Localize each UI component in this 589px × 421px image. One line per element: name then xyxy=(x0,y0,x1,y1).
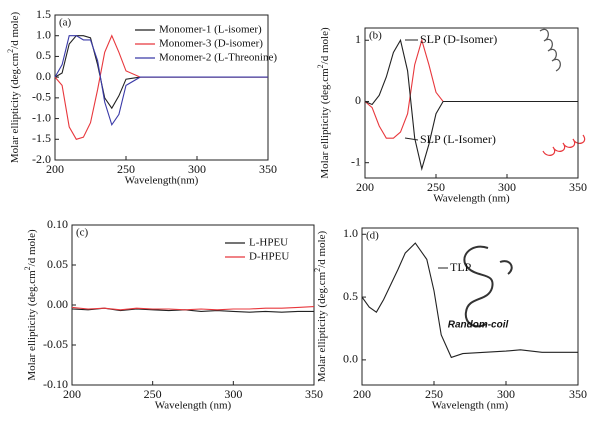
y-tick-label: 1.5 xyxy=(36,7,51,21)
y-axis-label-part: /d mole) xyxy=(9,12,21,49)
y-axis-label-part: 2 xyxy=(316,64,325,68)
legend-label: D-HPEU xyxy=(249,251,289,263)
y-tick-label: 1 xyxy=(355,32,361,46)
series-label: SLP (D-Isomer) xyxy=(420,32,497,46)
label-leader xyxy=(404,137,419,141)
x-axis-label: Wavelength (nm) xyxy=(432,400,509,412)
coil-icon xyxy=(463,245,513,328)
x-tick-label: 250 xyxy=(117,162,135,176)
y-tick-label: 0.05 xyxy=(47,257,68,271)
y-axis-label-part: /d mole) xyxy=(26,229,38,266)
y-axis-label-part: 2 xyxy=(23,266,32,270)
y-tick-label: 0.0 xyxy=(36,69,51,83)
y-tick-label: -1.5 xyxy=(32,131,51,145)
plot-frame xyxy=(361,227,579,386)
panel-label: (c) xyxy=(76,227,89,239)
panel-label: (d) xyxy=(366,230,379,242)
series-line xyxy=(54,35,268,127)
x-tick-label: 300 xyxy=(498,180,516,194)
legend-label: L-HPEU xyxy=(249,237,288,249)
annotation: Random-coil xyxy=(448,320,509,331)
y-axis-label: Molar ellipticity (deg.cm2/d mole) xyxy=(316,27,331,179)
x-tick-label: 250 xyxy=(427,180,445,194)
y-tick-label: 0.0 xyxy=(343,352,358,366)
y-tick-label: 0.5 xyxy=(36,48,51,62)
y-tick-label: 0.10 xyxy=(47,217,68,231)
x-tick-label: 250 xyxy=(425,387,443,401)
x-tick-label: 300 xyxy=(497,387,515,401)
y-tick-label: 0.00 xyxy=(47,297,68,311)
y-tick-label: -0.05 xyxy=(43,337,68,351)
y-tick-label: 0.5 xyxy=(343,289,358,303)
y-tick-label: -2.0 xyxy=(32,152,51,166)
series-label: SLP (L-Isomer) xyxy=(420,132,496,146)
y-tick-label: -1 xyxy=(351,154,361,168)
x-tick-label: 350 xyxy=(569,180,587,194)
legend-label: Monomer-1 (L-isomer) xyxy=(159,24,262,36)
series-line xyxy=(71,306,315,311)
x-tick-label: 350 xyxy=(569,387,587,401)
x-tick-label: 200 xyxy=(46,162,64,176)
y-axis-label-part: Molar ellipticity (deg.cm xyxy=(26,270,38,381)
x-tick-label: 350 xyxy=(259,162,277,176)
x-tick-label: 200 xyxy=(353,387,371,401)
y-tick-label: 1.0 xyxy=(343,226,358,240)
series-label: TLP xyxy=(450,260,472,274)
panel-label: (a) xyxy=(59,17,72,29)
series-line xyxy=(364,38,578,139)
y-tick-label: -0.10 xyxy=(43,377,68,391)
series-line xyxy=(364,38,578,171)
panel-label: (b) xyxy=(369,30,382,42)
legend-label: Monomer-3 (D-isomer) xyxy=(159,38,263,50)
y-axis-label-part: /d mole) xyxy=(316,231,328,268)
y-axis-label-part: Molar ellipticity (deg.cm xyxy=(319,68,331,179)
y-axis-label: Molar ellipticity (deg.cm2/d mole) xyxy=(23,229,38,381)
x-tick-label: 300 xyxy=(224,387,242,401)
legend-label: Monomer-2 (L-Threonine) xyxy=(159,52,277,64)
x-tick-label: 200 xyxy=(63,387,81,401)
y-axis-label-part: 2 xyxy=(6,49,15,53)
x-axis-label: Wavelength(nm) xyxy=(125,175,199,187)
x-tick-label: 350 xyxy=(305,387,323,401)
x-tick-label: 250 xyxy=(144,387,162,401)
plot-frame xyxy=(71,224,315,386)
y-axis-label: Molar ellipticity (deg.cm2/d mole) xyxy=(313,231,328,383)
x-axis-label: Wavelength (nm) xyxy=(155,400,232,412)
y-axis-label-part: Molar ellipticity (deg.cm xyxy=(316,271,328,382)
x-tick-label: 300 xyxy=(188,162,206,176)
y-tick-label: -0.5 xyxy=(32,90,51,104)
series-line xyxy=(361,242,578,359)
plot-frame xyxy=(364,27,579,179)
x-axis-label: Wavelength (nm) xyxy=(433,193,510,205)
y-tick-label: 0 xyxy=(355,93,361,107)
y-axis-label-part: 2 xyxy=(313,268,322,272)
y-axis-label-part: Molar ellipticity (deg.cm xyxy=(9,52,21,163)
y-tick-label: -1.0 xyxy=(32,110,51,124)
x-tick-label: 200 xyxy=(356,180,374,194)
plot-frame xyxy=(54,14,269,161)
y-axis-label: Molar ellipticity (deg.cm2/d mole) xyxy=(6,12,21,164)
y-axis-label-part: /d mole) xyxy=(319,27,331,64)
y-tick-label: 1.0 xyxy=(36,27,51,41)
